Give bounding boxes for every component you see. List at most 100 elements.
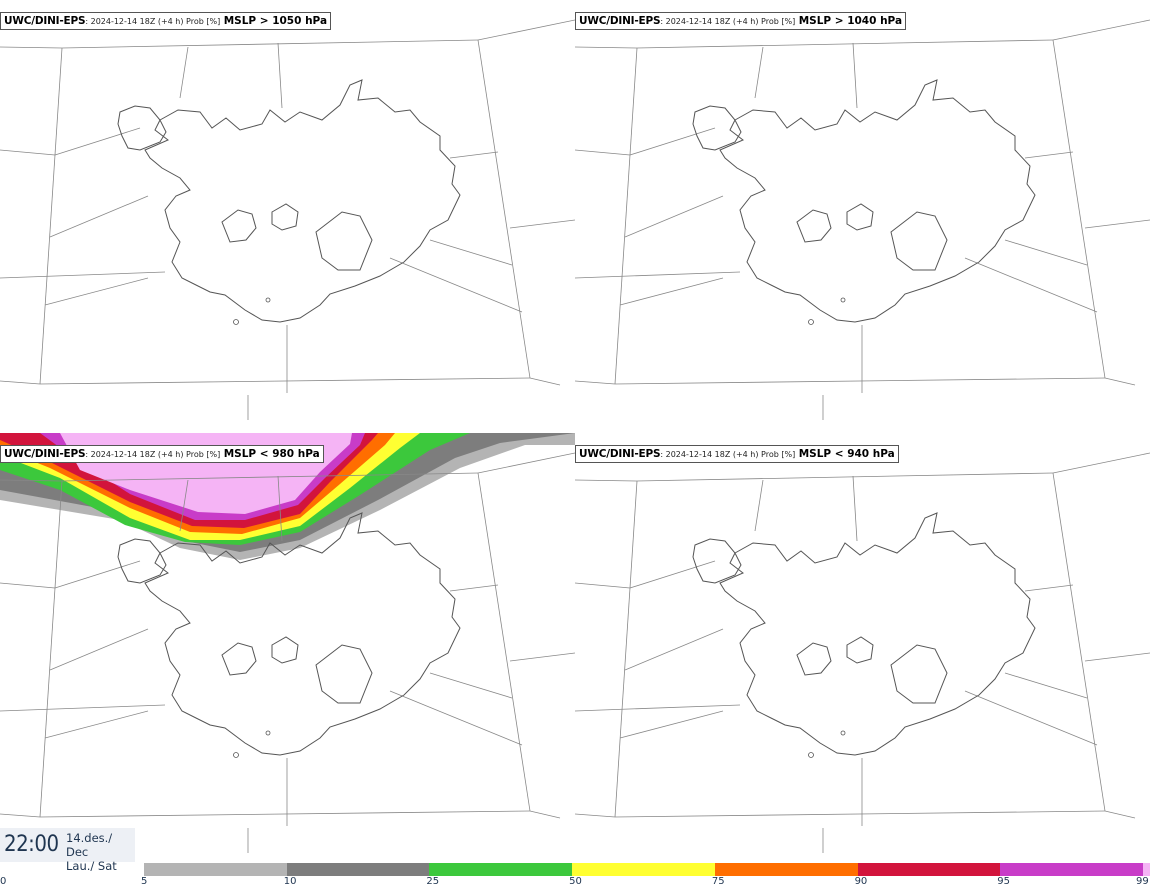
- valid-date-line: 14.des./ Dec: [66, 831, 113, 859]
- field-name: MSLP < 940 hPa: [798, 448, 895, 460]
- graticule-line: [0, 813, 41, 818]
- island-outline: [265, 297, 271, 303]
- legend-color-bin: [429, 863, 573, 876]
- run-meta: : 2024-12-14 18Z (+4 h) Prob [%]: [660, 17, 796, 26]
- glacier-outline: [846, 636, 874, 664]
- glacier-outline: [796, 209, 832, 243]
- graticule-line: [429, 672, 513, 699]
- graticule-line: [614, 480, 638, 818]
- graticule-line: [614, 810, 1106, 818]
- graticule-line: [49, 628, 149, 671]
- legend-tick-label: 99: [1136, 876, 1149, 887]
- graticule-line: [449, 151, 499, 159]
- map-graticule: [0, 433, 575, 853]
- westfjords-coastline: [692, 538, 742, 584]
- glacier-outline: [271, 636, 299, 664]
- graticule-line: [0, 149, 56, 156]
- graticule-line: [529, 810, 561, 819]
- legend-color-bin: [857, 863, 1001, 876]
- graticule-line: [0, 271, 166, 279]
- probability-legend: 0 5 10 25 50 75 90 95 99: [0, 862, 1150, 891]
- graticule-line: [49, 195, 149, 238]
- panel-title: UWC/DINI-EPS: 2024-12-14 18Z (+4 h) Prob…: [575, 445, 899, 463]
- glacier-outline: [221, 642, 257, 676]
- graticule-line: [575, 479, 638, 482]
- map-panel-mslp-gt-1050: UWC/DINI-EPS: 2024-12-14 18Z (+4 h) Prob…: [0, 0, 575, 420]
- graticule-line: [477, 472, 531, 812]
- island-outline: [265, 730, 271, 736]
- panel-title: UWC/DINI-EPS: 2024-12-14 18Z (+4 h) Prob…: [0, 12, 332, 30]
- run-meta: : 2024-12-14 18Z (+4 h) Prob [%]: [85, 450, 221, 459]
- map-panel-mslp-gt-1040: UWC/DINI-EPS: 2024-12-14 18Z (+4 h) Prob…: [575, 0, 1150, 420]
- graticule-line: [61, 39, 479, 49]
- graticule-line: [636, 39, 1054, 49]
- graticule-line: [629, 560, 716, 589]
- map-graticule: [575, 19, 1150, 420]
- graticule-line: [852, 42, 858, 109]
- graticule-line: [44, 277, 149, 306]
- graticule-line: [429, 239, 513, 266]
- run-meta: : 2024-12-14 18Z (+4 h) Prob [%]: [85, 17, 221, 26]
- westfjords-coastline: [117, 538, 167, 584]
- graticule-line: [629, 127, 716, 156]
- glacier-outline: [315, 644, 373, 704]
- graticule-line: [575, 704, 741, 712]
- valid-day-line: Lau./ Sat: [66, 859, 117, 873]
- graticule-line: [0, 380, 41, 385]
- graticule-line: [277, 42, 283, 109]
- valid-time-box: 22:00 14.des./ Dec Lau./ Sat: [0, 828, 135, 873]
- valid-time: 22:00: [4, 832, 59, 857]
- island-outline: [840, 730, 846, 736]
- iceland-coastline: [719, 79, 1036, 323]
- westfjords-coastline: [692, 105, 742, 151]
- graticule-line: [0, 46, 63, 49]
- legend-tick-label: 50: [569, 876, 582, 887]
- legend-tick-label: 25: [426, 876, 440, 887]
- map-graticule: [575, 452, 1150, 853]
- glacier-outline: [846, 203, 874, 231]
- legend-color-bin: [714, 863, 858, 876]
- legend-tick-label: 90: [854, 876, 868, 887]
- graticule-line: [1024, 584, 1074, 592]
- graticule-line: [1104, 377, 1136, 386]
- legend-color-bin: [1000, 863, 1143, 876]
- field-name: MSLP > 1050 hPa: [223, 15, 328, 27]
- graticule-line: [1052, 19, 1150, 41]
- island-outline: [840, 297, 846, 303]
- westfjords-coastline: [117, 105, 167, 151]
- graticule-line: [509, 652, 575, 662]
- legend-color-bin: [144, 863, 287, 876]
- legend-color-bin: [572, 863, 715, 876]
- legend-tick-label: 0: [0, 876, 7, 887]
- legend-color-bin: [1143, 863, 1150, 876]
- graticule-line: [0, 704, 166, 712]
- graticule-line: [1052, 452, 1150, 474]
- graticule-line: [509, 219, 575, 229]
- glacier-outline: [271, 203, 299, 231]
- valid-date: 14.des./ Dec Lau./ Sat: [66, 831, 135, 873]
- graticule-line: [529, 377, 561, 386]
- panel-title: UWC/DINI-EPS: 2024-12-14 18Z (+4 h) Prob…: [0, 445, 324, 463]
- graticule-line: [39, 810, 531, 818]
- model-name: UWC/DINI-EPS: [579, 15, 661, 27]
- graticule-line: [39, 377, 531, 385]
- graticule-line: [754, 479, 764, 532]
- graticule-line: [1084, 219, 1150, 229]
- graticule-line: [277, 475, 283, 542]
- graticule-line: [1004, 672, 1088, 699]
- island-outline: [808, 319, 814, 325]
- iceland-coastline: [144, 512, 461, 756]
- panel-title: UWC/DINI-EPS: 2024-12-14 18Z (+4 h) Prob…: [575, 12, 907, 30]
- field-name: MSLP > 1040 hPa: [798, 15, 903, 27]
- graticule-line: [0, 582, 56, 589]
- glacier-outline: [796, 642, 832, 676]
- glacier-outline: [315, 211, 373, 271]
- graticule-line: [1024, 151, 1074, 159]
- graticule-line: [477, 452, 575, 474]
- graticule-line: [179, 46, 189, 99]
- iceland-coastline: [719, 512, 1036, 756]
- graticule-line: [575, 582, 631, 589]
- legend-tick-label: 95: [997, 876, 1011, 887]
- graticule-line: [179, 479, 189, 532]
- graticule-line: [624, 195, 724, 238]
